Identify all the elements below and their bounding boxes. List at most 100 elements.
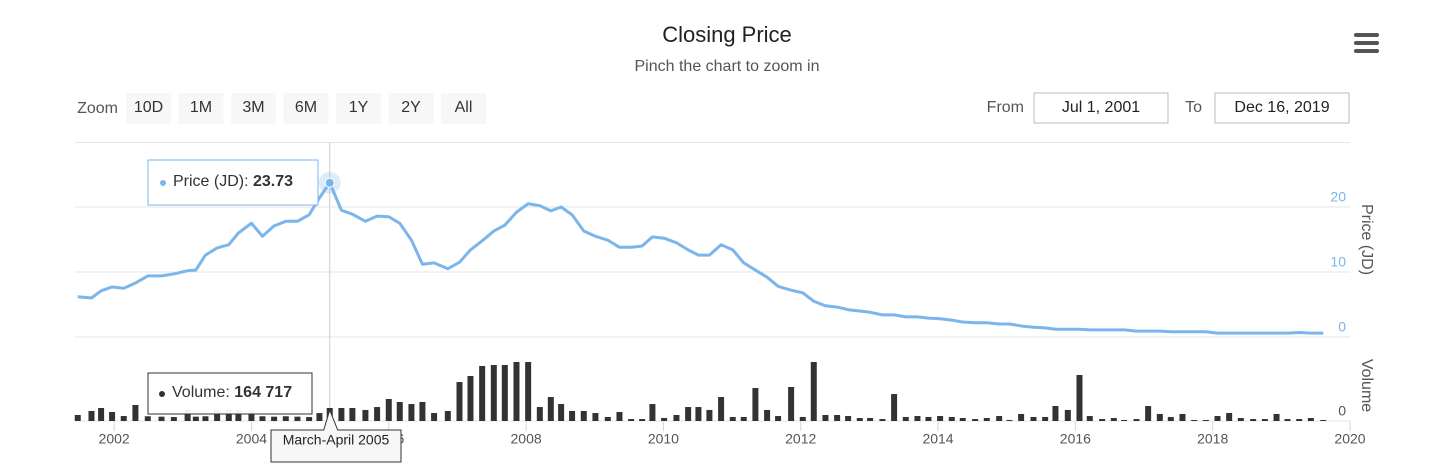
price-line — [77, 181, 1324, 335]
volume-bar — [948, 416, 955, 421]
volume-bar — [479, 366, 486, 421]
x-tick-label: 2012 — [785, 431, 816, 447]
volume-bar — [1156, 413, 1163, 421]
y-tick-label: 0 — [1338, 319, 1346, 335]
volume-bar — [132, 404, 139, 421]
volume-bar — [810, 361, 817, 421]
volume-bar — [1052, 406, 1059, 421]
volume-bar — [764, 409, 771, 421]
zoom-button-label: 3M — [242, 99, 264, 116]
volume-bar — [1261, 419, 1268, 421]
zoom-button[interactable]: 1Y — [336, 93, 381, 124]
volume-bar — [695, 407, 702, 421]
volume-bar — [628, 419, 635, 421]
zoom-button-bg[interactable] — [178, 93, 224, 124]
volume-bar — [271, 416, 278, 421]
volume-bar — [248, 410, 255, 421]
volume-bar — [109, 412, 116, 421]
zoom-button[interactable]: All — [441, 93, 486, 124]
volume-bar — [385, 398, 392, 421]
volume-bar — [158, 416, 165, 421]
volume-bar — [374, 407, 381, 421]
volume-bar — [673, 415, 680, 421]
x-tick-label: 2008 — [511, 431, 542, 447]
zoom-button[interactable]: 10D — [126, 93, 171, 124]
menu-button[interactable] — [1352, 30, 1380, 56]
volume-bar — [88, 410, 95, 421]
volume-bar — [294, 416, 301, 421]
tooltip-bullet — [159, 391, 165, 397]
x-tick-label: 2014 — [922, 431, 953, 447]
volume-bar — [879, 419, 886, 421]
volume-bar — [1284, 419, 1291, 421]
zoom-button-bg[interactable] — [388, 93, 434, 124]
x-tick-label: 2010 — [648, 431, 679, 447]
volume-bar — [349, 407, 356, 421]
tooltip-label: Price (JD): — [173, 173, 253, 190]
marker — [324, 177, 335, 188]
zoom-button-bg[interactable] — [283, 93, 329, 124]
menu-bar — [1354, 49, 1379, 53]
zoom-label: Zoom — [77, 100, 118, 117]
zoom-button-bg[interactable] — [231, 93, 276, 124]
volume-bar — [184, 409, 191, 421]
volume-bar — [996, 416, 1003, 421]
tooltip-value: 164 717 — [234, 384, 292, 401]
volume-bar — [338, 407, 345, 421]
volume-bar — [706, 409, 713, 421]
x-tick-label: 2002 — [99, 431, 130, 447]
volume-bar — [456, 382, 463, 421]
y-tick-label: 0 — [1338, 403, 1346, 419]
volume-bar — [170, 417, 177, 421]
volume-bar — [202, 416, 209, 421]
y-axis-title: Volume — [1358, 359, 1375, 412]
volume-bar — [282, 416, 289, 421]
volume-bar — [867, 418, 874, 421]
from-value: Jul 1, 2001 — [1062, 99, 1140, 116]
volume-bar — [98, 407, 105, 421]
volume-tooltip — [147, 372, 313, 415]
volume-bar — [752, 388, 759, 421]
volume-bar — [467, 376, 474, 421]
volume-bar — [649, 404, 656, 421]
to-input[interactable] — [1214, 92, 1350, 124]
zoom-button[interactable]: 1M — [178, 93, 224, 124]
volume-bar — [362, 409, 369, 421]
volume-bar — [408, 404, 415, 421]
zoom-button-bg[interactable] — [336, 93, 381, 124]
volume-bar — [891, 394, 898, 421]
x-tick-label: 2004 — [236, 431, 267, 447]
chart-title: Closing Price — [662, 22, 792, 47]
volume-bar — [1006, 419, 1013, 421]
volume-bar — [1167, 416, 1174, 421]
volume-bar — [1320, 419, 1327, 421]
from-input[interactable] — [1033, 92, 1169, 124]
volume-bar — [1273, 413, 1280, 421]
volume-bar — [1110, 418, 1117, 421]
from-label: From — [987, 99, 1024, 116]
zoom-button-label: 10D — [134, 99, 163, 116]
volume-bar — [616, 412, 623, 421]
volume-bar — [431, 413, 438, 421]
y-tick-label: 10 — [1330, 254, 1346, 270]
volume-bar — [914, 416, 921, 421]
volume-bar — [259, 416, 266, 421]
volume-bar — [1018, 413, 1025, 421]
volume-bar — [972, 419, 979, 421]
volume-bar — [604, 416, 611, 421]
volume-bar — [306, 417, 313, 421]
zoom-button[interactable]: 6M — [283, 93, 329, 124]
volume-bar — [569, 410, 576, 421]
volume-bar — [558, 404, 565, 421]
zoom-button[interactable]: 3M — [231, 93, 276, 124]
volume-bar — [547, 397, 554, 421]
zoom-button[interactable]: 2Y — [388, 93, 434, 124]
tooltip-value: 23.73 — [253, 173, 293, 190]
tooltip-bullet — [160, 180, 166, 186]
volume-bar — [1250, 419, 1257, 421]
zoom-button-bg[interactable] — [441, 93, 486, 124]
volume-bar — [525, 361, 532, 421]
zoom-button-bg[interactable] — [126, 93, 171, 124]
to-label: To — [1185, 99, 1202, 116]
volume-bar — [1226, 413, 1233, 421]
